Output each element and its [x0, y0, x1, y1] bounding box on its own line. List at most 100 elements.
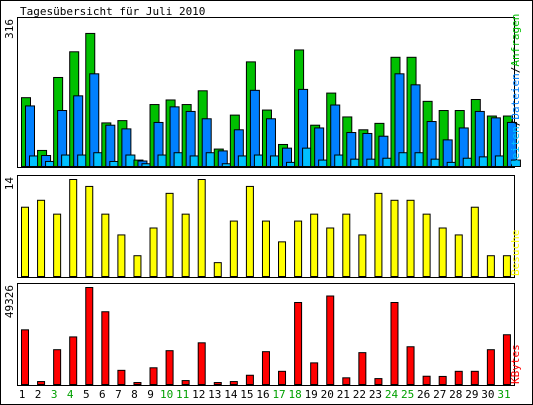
visits-panel-bar-besuche-day-20: [326, 227, 335, 277]
day-label-20: 20: [321, 388, 334, 401]
chart-panels: 316Seiten/Dateien/Anfragen14Besuche49326…: [3, 14, 522, 386]
requests-panel-bar-seiten-day-31: [510, 159, 521, 167]
day-label-18: 18: [289, 388, 302, 401]
kbytes-panel-bar-kbytes-day-30: [486, 349, 495, 386]
day-label-28: 28: [449, 388, 462, 401]
visits-panel-bar-besuche-day-8: [133, 255, 142, 277]
chart-title: Tagesübersicht für Juli 2010: [20, 5, 205, 18]
day-label-27: 27: [433, 388, 446, 401]
kbytes-panel-bar-kbytes-day-14: [229, 381, 238, 385]
day-label-1: 1: [19, 388, 26, 401]
visits-panel-bar-besuche-day-22: [358, 234, 367, 278]
visits-panel-bar-besuche-day-10: [165, 192, 174, 278]
day-label-22: 22: [353, 388, 366, 401]
kbytes-panel-bar-kbytes-day-9: [149, 367, 158, 385]
kbytes-panel-bar-kbytes-day-10: [165, 350, 174, 386]
visits-panel-bar-besuche-day-4: [69, 179, 78, 277]
kbytes-panel-bar-kbytes-day-20: [326, 295, 335, 385]
kbytes-panel-bar-kbytes-day-2: [37, 381, 46, 385]
legend-separator: /: [509, 120, 522, 127]
day-label-29: 29: [465, 388, 478, 401]
visits-panel: 14 Besuche: [3, 175, 522, 278]
legend-item-seiten: Seiten: [509, 126, 522, 166]
kbytes-panel-bar-kbytes-day-13: [213, 382, 222, 385]
visits-panel-bar-besuche-day-27: [438, 227, 447, 277]
visits-panel-bar-besuche-day-31: [502, 255, 511, 277]
visits-panel-bar-besuche-day-18: [294, 220, 303, 277]
visits-panel-bar-besuche-day-15: [245, 185, 254, 277]
kbytes-panel-bar-kbytes-day-3: [53, 349, 62, 386]
day-axis-labels: 1 2 3 4 5 6 7 8 9 10 11 12 13 14 15 16 17 18 19 20 21 22 23 24 2…: [19, 388, 511, 401]
day-label-24: 24: [385, 388, 399, 401]
visits-panel-bar-besuche-day-9: [149, 227, 158, 277]
day-label-13: 13: [208, 388, 221, 401]
legend-item-besuche: Besuche: [509, 230, 522, 276]
kbytes-panel-bar-kbytes-day-7: [117, 369, 126, 385]
kbytes-panel-bar-kbytes-day-15: [245, 374, 254, 386]
kbytes-panel-bar-kbytes-day-18: [294, 301, 303, 385]
day-label-17: 17: [272, 388, 285, 401]
day-label-9: 9: [147, 388, 154, 401]
visits-panel-bar-besuche-day-14: [229, 220, 238, 277]
visits-panel-legend: Besuche: [509, 230, 522, 276]
kbytes-panel-bar-kbytes-day-29: [470, 370, 479, 386]
legend-item-kbytes: KBytes: [509, 344, 522, 384]
visits-panel-bar-besuche-day-5: [85, 185, 94, 277]
day-label-15: 15: [240, 388, 253, 401]
visits-panel-bar-besuche-day-11: [181, 213, 190, 277]
visits-panel-bar-besuche-day-16: [261, 220, 270, 277]
legend-item-dateien: Dateien: [509, 73, 522, 119]
kbytes-panel-bar-kbytes-day-21: [342, 377, 351, 386]
day-label-10: 10: [160, 388, 173, 401]
day-label-3: 3: [51, 388, 58, 401]
day-label-4: 4: [67, 388, 74, 401]
kbytes-panel-bar-kbytes-day-26: [422, 375, 431, 385]
kbytes-panel-bar-kbytes-day-16: [261, 351, 270, 385]
kbytes-panel-bar-kbytes-day-6: [101, 311, 110, 386]
visits-panel-bar-besuche-day-12: [197, 179, 206, 277]
legend-item-anfragen: Anfragen: [509, 14, 522, 67]
kbytes-panel-bar-kbytes-day-23: [374, 378, 383, 385]
visits-panel-bar-besuche-day-6: [101, 213, 110, 277]
kbytes-panel-legend: KBytes: [509, 344, 522, 384]
day-label-26: 26: [417, 388, 430, 401]
legend-separator: /: [509, 67, 522, 74]
visits-panel-bar-besuche-day-17: [278, 241, 287, 278]
visits-panel-bar-besuche-day-24: [390, 199, 399, 278]
kbytes-panel-bar-kbytes-day-11: [181, 380, 190, 386]
visits-panel-bar-besuche-day-19: [310, 213, 319, 277]
requests-panel-legend: Seiten/Dateien/Anfragen: [509, 14, 522, 166]
day-label-8: 8: [131, 388, 138, 401]
visits-panel-bar-besuche-day-29: [470, 206, 479, 277]
requests-panel-max-label: 316: [3, 19, 16, 39]
day-label-14: 14: [224, 388, 238, 401]
day-label-5: 5: [83, 388, 90, 401]
visits-panel-bar-besuche-day-30: [486, 255, 495, 277]
visits-panel-bar-besuche-day-25: [406, 199, 415, 278]
kbytes-panel-bar-kbytes-day-24: [390, 301, 399, 385]
kbytes-panel: 49326 KBytes: [3, 283, 522, 386]
visits-panel-bar-besuche-day-3: [53, 213, 62, 277]
day-label-25: 25: [401, 388, 414, 401]
kbytes-panel-bar-kbytes-day-25: [406, 346, 415, 386]
day-label-23: 23: [369, 388, 382, 401]
kbytes-panel-bar-kbytes-day-12: [197, 342, 206, 386]
kbytes-panel-bar-kbytes-day-17: [278, 370, 287, 386]
visits-panel-bar-besuche-day-1: [21, 206, 29, 277]
day-label-6: 6: [99, 388, 106, 401]
kbytes-panel-max-label: 49326: [3, 285, 16, 318]
day-label-2: 2: [35, 388, 42, 401]
day-label-30: 30: [481, 388, 494, 401]
day-label-11: 11: [176, 388, 189, 401]
day-label-19: 19: [305, 388, 318, 401]
visits-panel-bar-besuche-day-2: [37, 199, 46, 278]
visits-panel-bar-besuche-day-13: [213, 262, 222, 277]
kbytes-panel-bar-kbytes-day-22: [358, 352, 367, 385]
visits-panel-max-label: 14: [3, 177, 16, 191]
day-label-7: 7: [115, 388, 122, 401]
kbytes-panel-bar-kbytes-day-19: [310, 362, 319, 386]
day-label-21: 21: [337, 388, 350, 401]
visits-panel-bar-besuche-day-26: [422, 213, 431, 277]
